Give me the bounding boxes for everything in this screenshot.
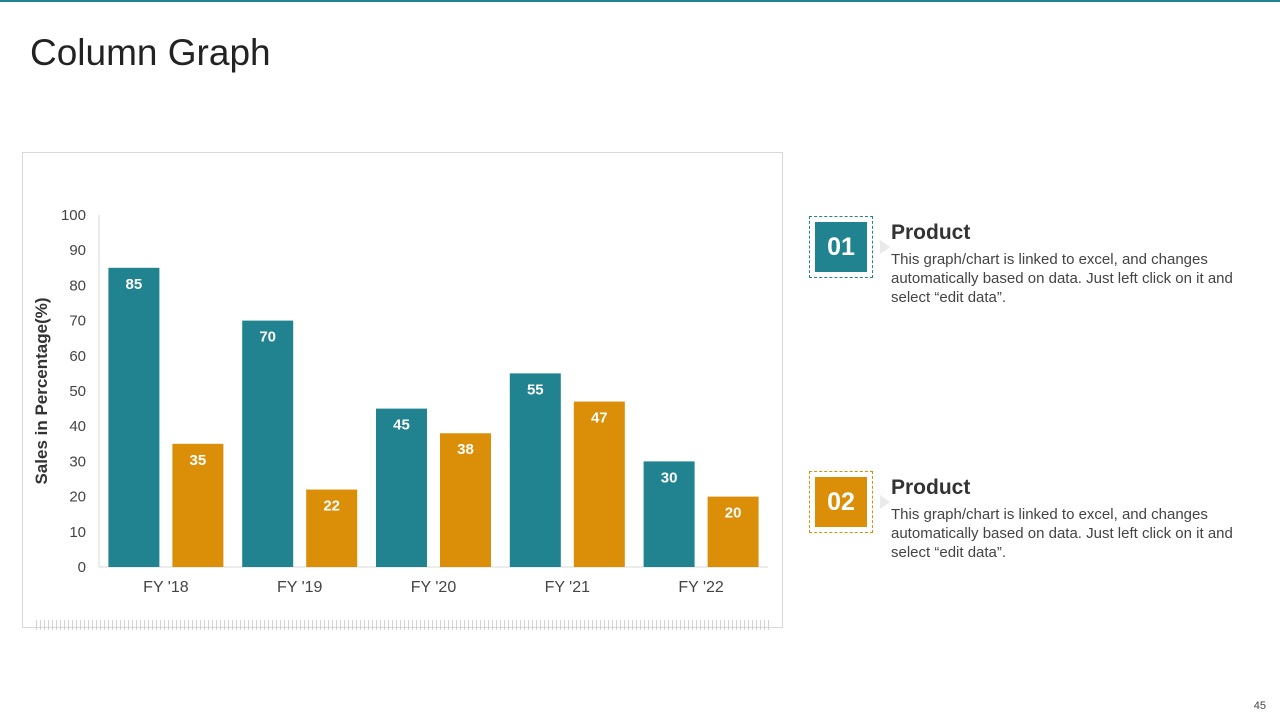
data-label: 70 (259, 329, 276, 346)
bar-2 (573, 401, 625, 567)
y-axis-title: Sales in Percentage(%) (32, 297, 51, 484)
data-label: 20 (725, 505, 742, 522)
y-tick-label: 0 (78, 559, 86, 576)
x-tick-label: FY '20 (411, 579, 457, 596)
card-title: Product (891, 221, 971, 244)
data-label: 85 (126, 276, 143, 293)
bar-1 (242, 320, 294, 567)
number-badge: 01 (815, 222, 867, 272)
x-tick-label: FY '18 (143, 579, 189, 596)
chart-container[interactable]: 0 10 20 30 40 50 60 70 80 90 100 Sales in Percentag… (22, 152, 783, 628)
pointer-arrow-icon (880, 495, 890, 509)
card-title: Product (891, 476, 971, 499)
y-tick-label: 10 (69, 524, 86, 541)
bar-1 (509, 373, 561, 567)
data-label: 22 (323, 498, 340, 515)
y-tick-label: 40 (69, 418, 86, 435)
badge-frame: 02 (809, 471, 873, 533)
bar-2 (306, 489, 358, 567)
data-label: 47 (591, 410, 608, 427)
badge-frame: 01 (809, 216, 873, 278)
legend-card-01: 01 Product This graph/chart is linked to… (809, 216, 1249, 316)
bar-2 (172, 443, 224, 567)
bar-1 (108, 267, 160, 567)
y-tick-label: 80 (69, 277, 86, 294)
data-label: 35 (190, 452, 207, 469)
bar-2 (440, 433, 491, 567)
x-tick-label: FY '21 (545, 579, 591, 596)
bar-1 (376, 408, 427, 567)
y-tick-label: 60 (69, 348, 86, 365)
page-number: 45 (1253, 700, 1266, 712)
y-tick-label: 70 (69, 313, 86, 330)
card-description: This graph/chart is linked to excel, and… (891, 251, 1233, 306)
x-tick-label: FY '22 (678, 579, 724, 596)
y-tick-label: 90 (69, 242, 86, 259)
number-badge: 02 (815, 477, 867, 527)
data-label: 45 (393, 417, 410, 434)
y-tick-label: 50 (69, 383, 86, 400)
bar-1 (643, 461, 695, 567)
data-label: 55 (527, 381, 544, 398)
y-tick-label: 20 (69, 489, 86, 506)
bar-2 (707, 496, 759, 567)
page-title: Column Graph (30, 32, 271, 73)
x-tick-label: FY '19 (277, 579, 323, 596)
card-description: This graph/chart is linked to excel, and… (891, 506, 1233, 561)
legend-card-02: 02 Product This graph/chart is linked to… (809, 471, 1249, 571)
pointer-arrow-icon (880, 240, 890, 254)
data-label: 30 (661, 469, 678, 486)
chart-scroll-track (36, 620, 771, 630)
column-chart: 0 10 20 30 40 50 60 70 80 90 100 Sales in Percentag… (32, 207, 768, 596)
y-tick-label: 100 (61, 207, 86, 224)
data-label: 38 (457, 441, 474, 458)
top-accent-rule (0, 0, 1280, 2)
y-tick-label: 30 (69, 453, 86, 470)
